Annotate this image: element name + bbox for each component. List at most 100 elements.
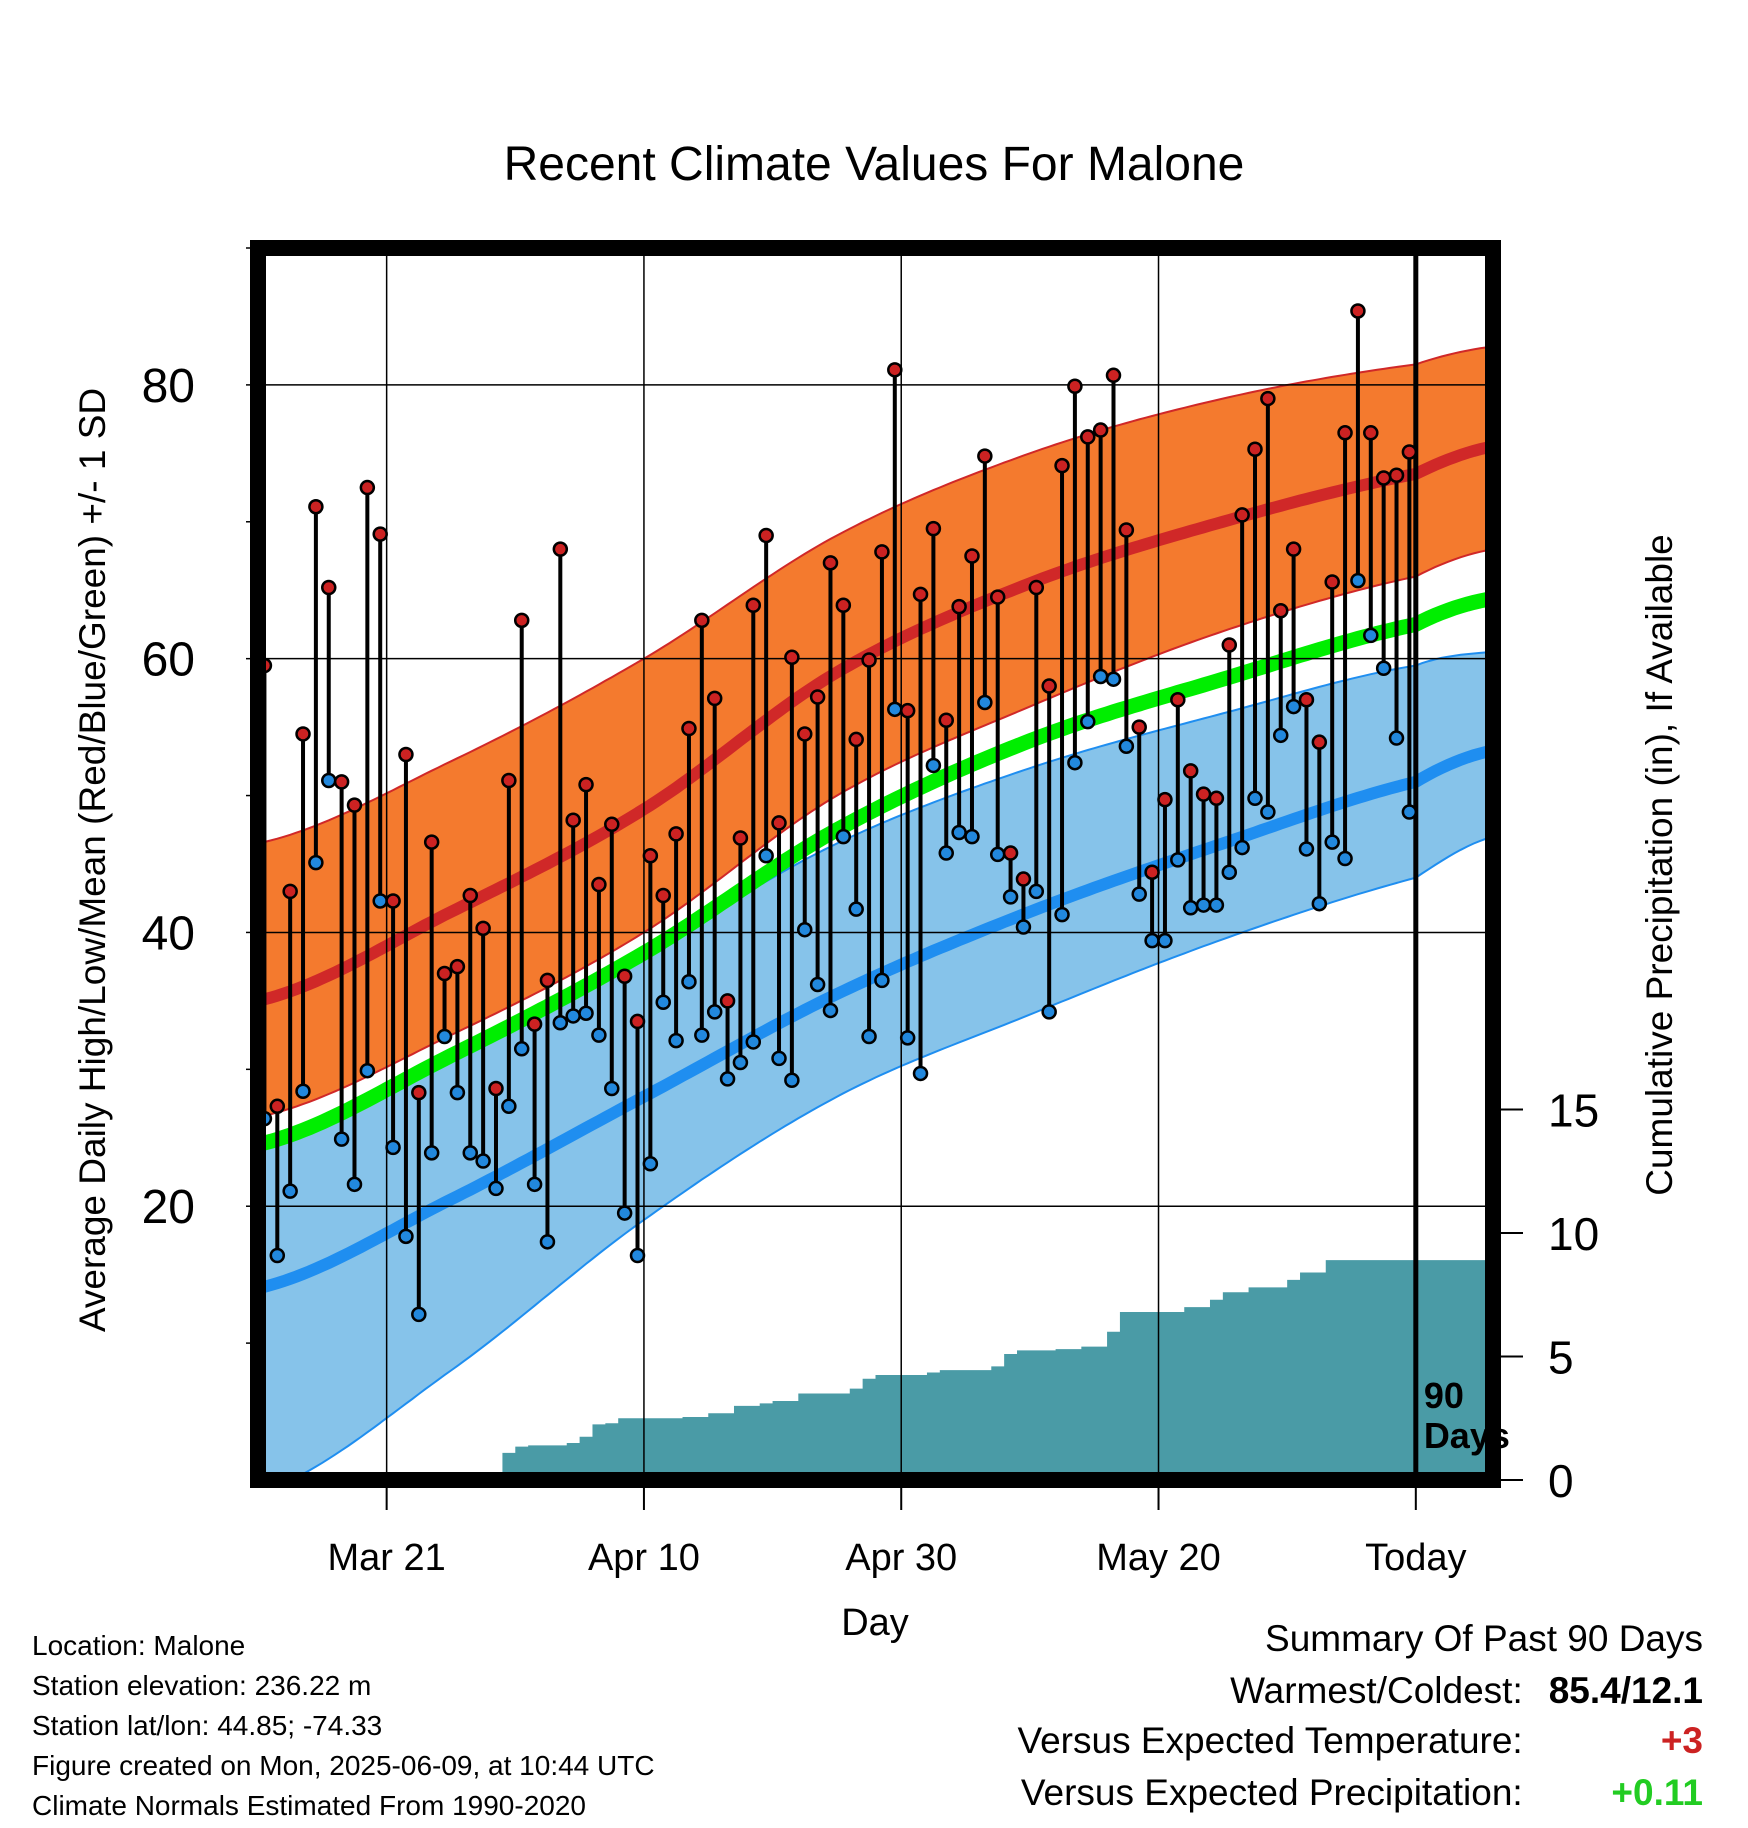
- daily-low-point: [719, 1071, 736, 1087]
- daily-high-point: [1350, 303, 1366, 319]
- daily-high-point: [771, 815, 787, 831]
- daily-low-point: [1105, 671, 1122, 687]
- daily-low-point: [809, 976, 826, 993]
- daily-high-point: [1144, 864, 1160, 880]
- y2-tick-label: 10: [1548, 1208, 1599, 1260]
- daily-low-point: [1388, 730, 1405, 746]
- chart-title: Recent Climate Values For Malone: [504, 138, 1245, 191]
- daily-low-point: [604, 1080, 620, 1097]
- summary-precip-value: +0.11: [1611, 1772, 1703, 1813]
- daily-high-point: [398, 746, 414, 763]
- daily-low-point: [1298, 841, 1315, 857]
- daily-high-point: [513, 612, 530, 629]
- daily-high-point: [809, 689, 826, 705]
- daily-low-point: [1260, 804, 1276, 820]
- summary-temp: Versus Expected Temperature: +3: [1017, 1720, 1703, 1762]
- daily-high-point: [1375, 470, 1392, 486]
- daily-low-point: [1067, 754, 1083, 771]
- daily-high-point: [1118, 522, 1135, 538]
- daily-high-point: [295, 726, 311, 742]
- daily-low-point: [1015, 919, 1032, 935]
- summary-temp-value: +3: [1660, 1720, 1703, 1761]
- daily-high-point: [436, 965, 453, 982]
- daily-high-point: [694, 612, 710, 629]
- daily-low-point: [925, 757, 942, 774]
- daily-low-point: [501, 1098, 517, 1115]
- daily-high-point: [745, 597, 762, 614]
- daily-low-point: [1170, 852, 1186, 868]
- daily-high-point: [1041, 678, 1057, 694]
- daily-high-point: [1234, 507, 1250, 523]
- high-sd-band: [258, 345, 1493, 1119]
- y2-tick-label: 5: [1548, 1332, 1574, 1384]
- daily-low-point: [436, 1028, 453, 1045]
- daily-high-point: [565, 812, 581, 828]
- daily-low-point: [372, 893, 388, 909]
- x-tick-label: Apr 30: [845, 1537, 957, 1579]
- summary-warmest: Warmest/Coldest: 85.4/12.1: [1230, 1670, 1703, 1712]
- daily-low-point: [1247, 790, 1263, 807]
- daily-low-point: [681, 973, 697, 990]
- daily-low-point: [565, 1008, 581, 1024]
- daily-high-point: [462, 887, 479, 904]
- daily-low-point: [346, 1176, 363, 1193]
- daily-high-point: [1260, 390, 1276, 407]
- daily-high-point: [1298, 691, 1315, 708]
- daily-low-point: [475, 1153, 491, 1169]
- daily-high-point: [784, 649, 800, 666]
- y2-tick-label: 0: [1548, 1455, 1574, 1507]
- daily-high-point: [501, 772, 517, 789]
- daily-high-point: [1388, 467, 1405, 483]
- daily-low-point: [629, 1247, 646, 1264]
- daily-low-point: [1375, 660, 1392, 676]
- daily-low-point: [462, 1145, 479, 1161]
- daily-high-point: [346, 797, 363, 813]
- daily-high-point: [1195, 786, 1212, 802]
- daily-high-point: [1105, 367, 1122, 384]
- daily-low-point: [308, 854, 324, 871]
- y-tick-label: 20: [142, 1181, 195, 1234]
- y2-tick-label: 15: [1548, 1085, 1599, 1137]
- daily-low-point: [758, 848, 774, 864]
- daily-low-point: [1182, 900, 1199, 916]
- daily-high-point: [835, 597, 852, 614]
- daily-high-point: [629, 1013, 646, 1030]
- daily-low-point: [1080, 713, 1096, 730]
- y-tick-label: 80: [142, 360, 195, 413]
- daily-low-point: [321, 772, 337, 789]
- daily-high-point: [796, 726, 813, 742]
- daily-high-point: [1015, 871, 1032, 887]
- daily-low-point: [513, 1041, 530, 1057]
- daily-high-point: [706, 690, 723, 707]
- daily-high-point: [1002, 845, 1019, 861]
- daily-high-point: [411, 1084, 427, 1101]
- daily-high-point: [912, 586, 929, 603]
- daily-low-point: [1234, 839, 1250, 856]
- daily-high-point: [539, 972, 556, 989]
- daily-high-point: [1028, 579, 1045, 596]
- precip-area: [258, 1260, 1493, 1480]
- summary-temp-label: Versus Expected Temperature:: [1017, 1720, 1523, 1761]
- daily-low-point: [1350, 572, 1366, 589]
- daily-low-point: [1337, 850, 1353, 867]
- daily-high-point: [526, 1016, 543, 1032]
- daily-high-point: [1324, 574, 1340, 590]
- daily-high-point: [1221, 637, 1238, 653]
- daily-high-point: [423, 834, 440, 850]
- info-elevation: Station elevation: 236.22 m: [32, 1670, 372, 1701]
- daily-high-point: [951, 598, 967, 615]
- daily-high-point: [887, 362, 903, 378]
- daily-high-point: [1067, 378, 1083, 395]
- daily-high-point: [282, 883, 298, 900]
- daily-high-point: [977, 448, 993, 464]
- daily-high-point: [655, 887, 671, 904]
- daily-low-point: [848, 901, 864, 917]
- daily-low-point: [398, 1228, 414, 1245]
- info-location: Location: Malone: [32, 1630, 246, 1661]
- y-axis-label: Average Daily High/Low/Mean (Red/Blue/Gr…: [72, 388, 113, 1332]
- daily-low-point: [655, 994, 671, 1011]
- daily-high-point: [899, 702, 916, 719]
- daily-low-point: [835, 828, 852, 845]
- daily-low-point: [1054, 906, 1070, 923]
